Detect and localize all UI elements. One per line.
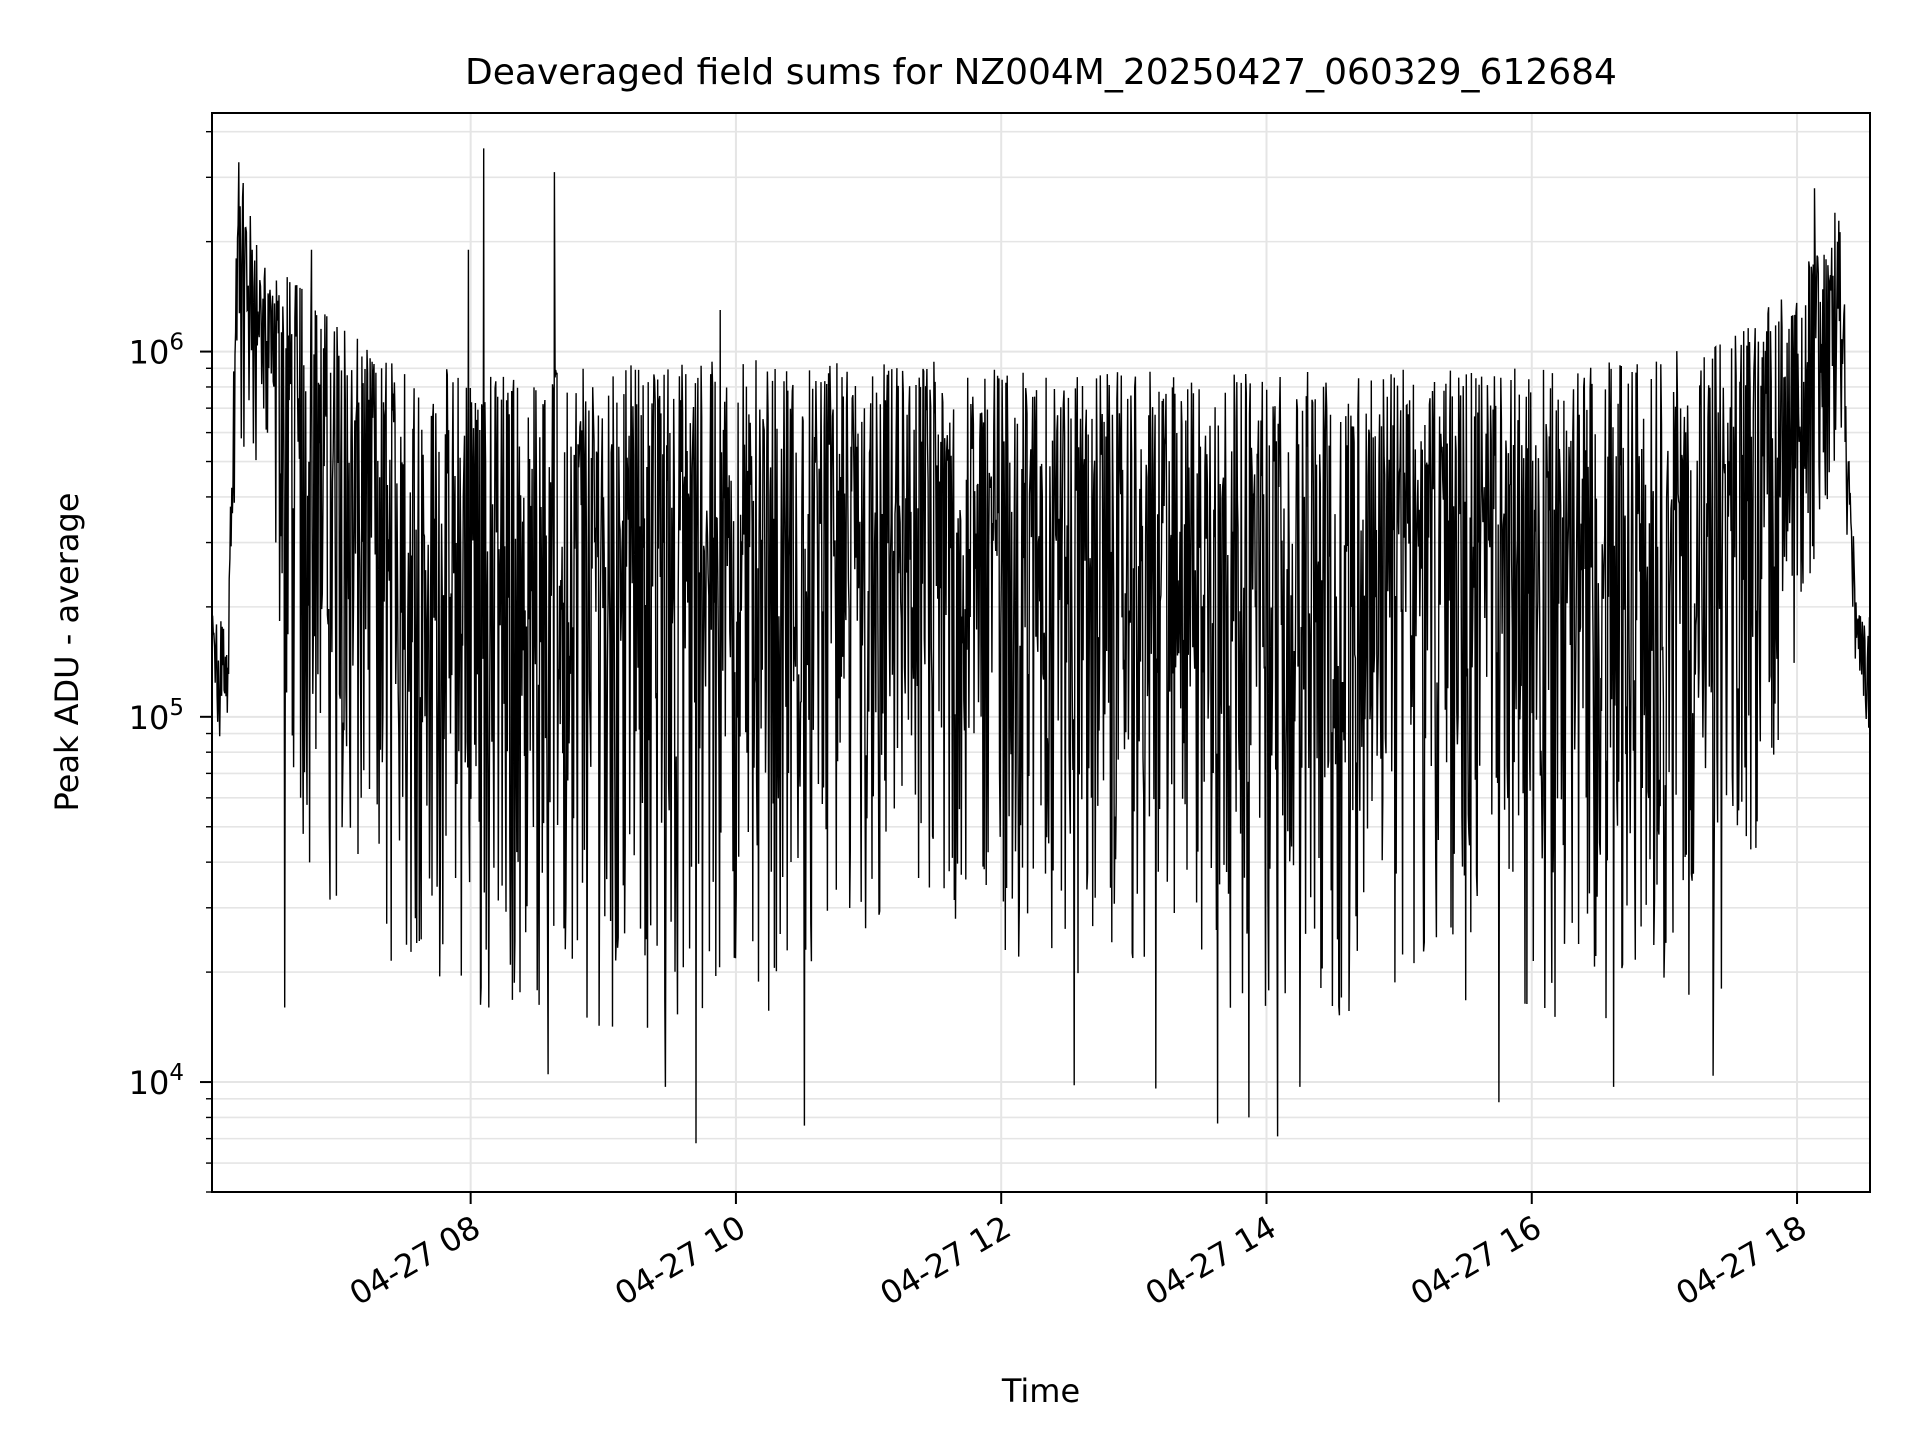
data-line-layer — [211, 148, 1871, 1144]
x-axis-label: Time — [1001, 1372, 1080, 1410]
y-tick-label: 104 — [129, 1060, 184, 1102]
y-axis-label: Peak ADU - average — [48, 493, 86, 812]
y-tick-label: 106 — [129, 330, 184, 372]
y-tick-label: 105 — [129, 695, 184, 737]
data-series-line — [211, 148, 1871, 1144]
plot-frame — [211, 112, 1871, 1193]
chart-title: Deaveraged field sums for NZ004M_2025042… — [465, 52, 1617, 93]
